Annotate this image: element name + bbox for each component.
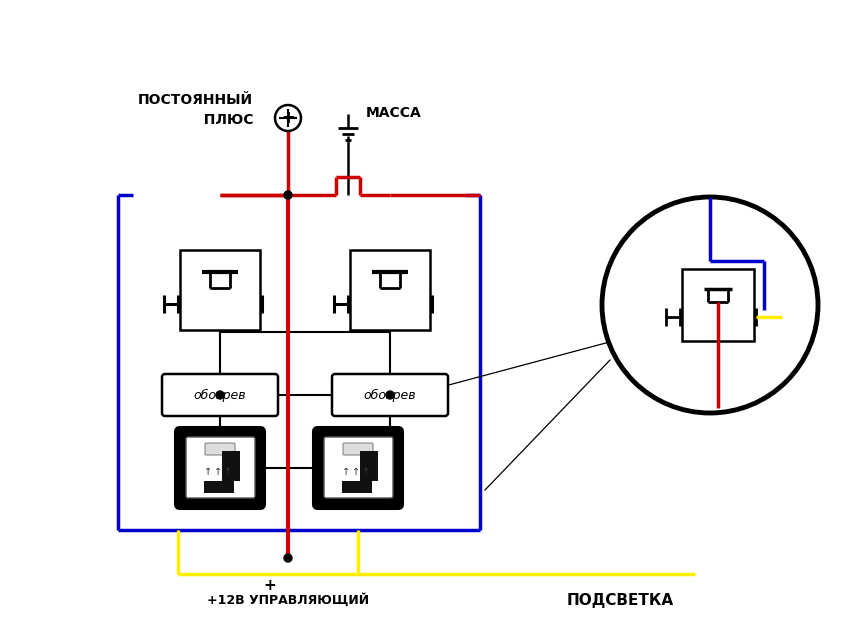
Circle shape (216, 391, 224, 399)
Bar (342, 481, 372, 493)
Circle shape (284, 554, 292, 562)
Text: обогрев: обогрев (193, 389, 246, 401)
FancyBboxPatch shape (332, 374, 448, 416)
FancyBboxPatch shape (205, 443, 235, 455)
Bar (222, 451, 240, 481)
Text: ПОДСВЕТКА: ПОДСВЕТКА (567, 593, 674, 607)
Text: ↑: ↑ (362, 467, 370, 477)
Bar (682, 269, 754, 341)
Text: ПОСТОЯННЫЙ: ПОСТОЯННЫЙ (138, 93, 253, 107)
FancyBboxPatch shape (186, 437, 255, 498)
Text: ↑: ↑ (224, 467, 232, 477)
FancyBboxPatch shape (343, 443, 373, 455)
FancyBboxPatch shape (324, 437, 393, 498)
FancyBboxPatch shape (313, 427, 403, 509)
Circle shape (602, 197, 818, 413)
Bar (350, 250, 430, 330)
Bar (360, 451, 378, 481)
Text: +: + (263, 577, 276, 593)
Circle shape (386, 391, 394, 399)
Text: ПЛЮС: ПЛЮС (193, 113, 253, 127)
Text: +12В УПРАВЛЯЮЩИЙ: +12В УПРАВЛЯЮЩИЙ (207, 593, 369, 607)
Text: ↑: ↑ (214, 467, 222, 477)
Text: +: + (281, 109, 295, 127)
Text: ↑: ↑ (352, 467, 360, 477)
FancyBboxPatch shape (175, 427, 265, 509)
Text: МАССА: МАССА (366, 106, 422, 120)
Text: обогрев: обогрев (364, 389, 417, 401)
Bar (180, 250, 260, 330)
Text: ↑: ↑ (204, 467, 212, 477)
Circle shape (284, 191, 292, 199)
Bar (204, 481, 234, 493)
Circle shape (275, 105, 301, 131)
Text: ↑: ↑ (342, 467, 350, 477)
FancyBboxPatch shape (162, 374, 278, 416)
